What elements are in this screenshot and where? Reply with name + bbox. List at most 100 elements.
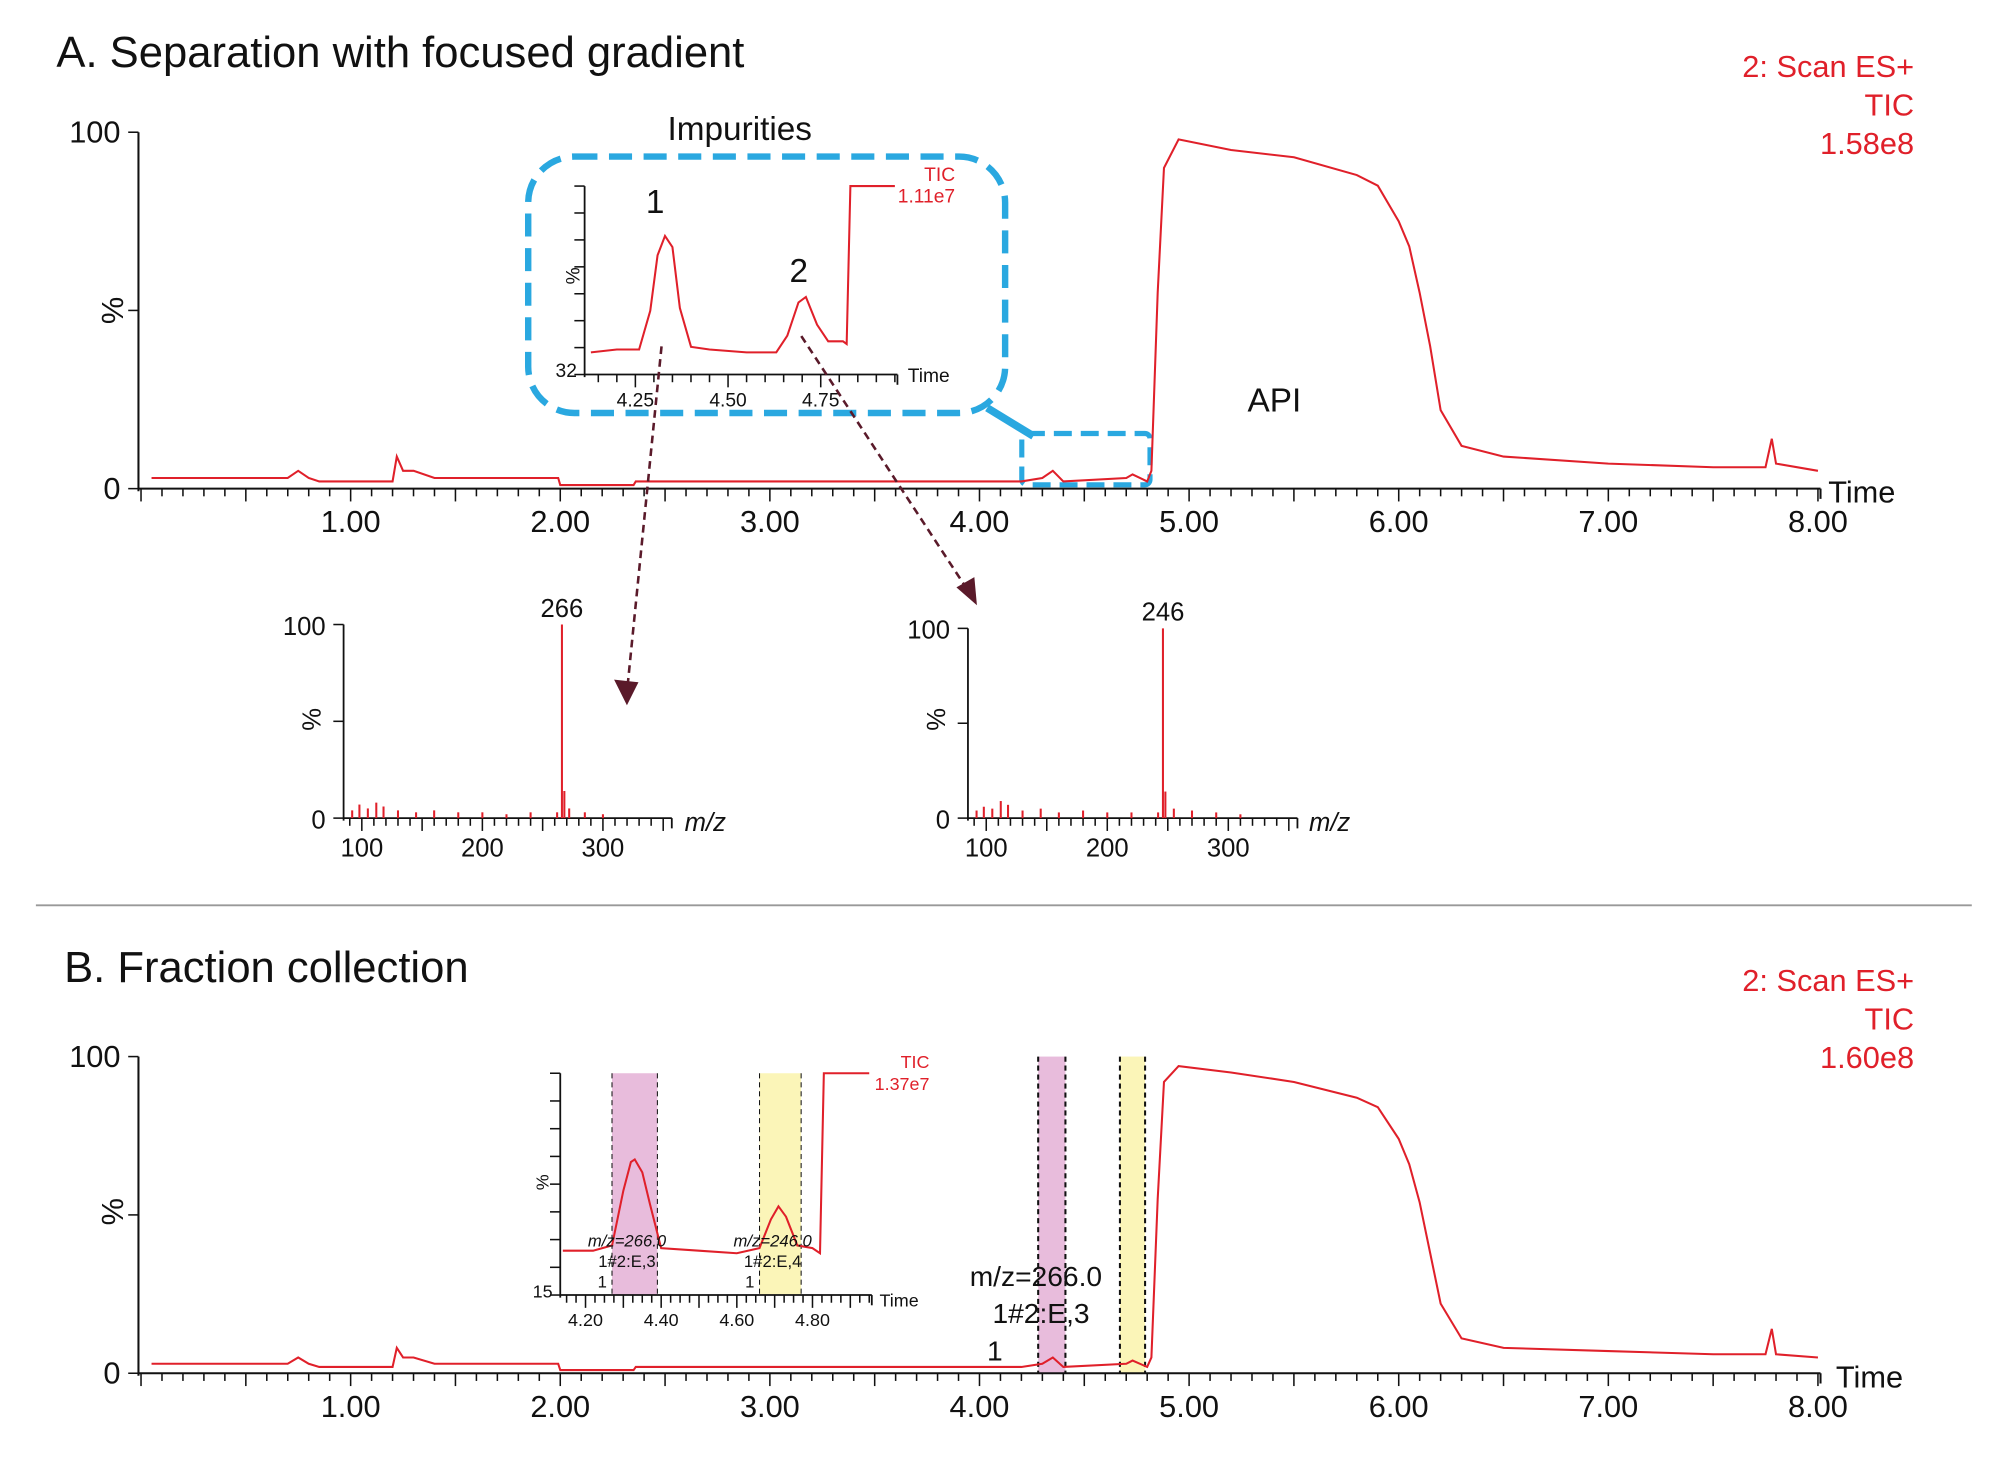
- x-tick-label: 5.00: [1159, 504, 1219, 539]
- x-tick-label: 7.00: [1578, 1389, 1638, 1424]
- y-tick-label: 100: [69, 114, 120, 149]
- a_spectrum_2-plot: 100 200 300 0 100 m/z% 246: [907, 599, 1350, 863]
- y-axis-label: %: [533, 1174, 553, 1190]
- panel-a-title: A. Separation with focused gradient: [56, 29, 744, 77]
- fraction-id-label: 1#2:E,3: [992, 1297, 1089, 1329]
- x-tick-label: 3.00: [740, 504, 800, 539]
- x-axis-label: Time: [879, 1291, 918, 1311]
- fraction-mz-label: m/z=266.0: [970, 1260, 1102, 1292]
- inset-legend-scale: 1.37e7: [875, 1074, 930, 1094]
- panel-b-annotation-3: 1.60e8: [1820, 1040, 1914, 1075]
- b_main-trace: [151, 1064, 1819, 1372]
- fraction-mz-text: m/z=266.0: [970, 1260, 1102, 1292]
- impurities-region-box: [1019, 430, 1153, 488]
- x-tick-label: 4.60: [719, 1310, 754, 1330]
- arrow-impurity-1: [625, 346, 663, 693]
- x-axis-label: Time: [1836, 1359, 1903, 1394]
- y-tick-label: 0: [103, 1356, 120, 1391]
- x-tick-label: 6.00: [1369, 504, 1429, 539]
- fraction-label: m/z=266.0: [588, 1231, 667, 1250]
- x-tick-label: 4.80: [795, 1310, 830, 1330]
- panel-a-annotation-2: TIC: [1865, 88, 1915, 123]
- x-tick-label: 300: [1207, 835, 1250, 863]
- x-tick-label: 200: [1086, 835, 1129, 863]
- panel-a-annotation-1: 2: Scan ES+: [1742, 49, 1914, 84]
- fraction-label: 1#2:E,4: [744, 1252, 801, 1271]
- y-tick-label: 100: [907, 617, 950, 645]
- x-tick-label: 1.00: [321, 1389, 381, 1424]
- x-axis-label: m/z: [685, 809, 726, 837]
- fraction-label: 1: [598, 1272, 607, 1291]
- y-tick-label: 0: [936, 806, 950, 834]
- panel-b-annotation-2: TIC: [1865, 1002, 1915, 1037]
- x-tick-label: 3.00: [740, 1389, 800, 1424]
- fraction-number-label: 1: [987, 1334, 1003, 1366]
- y-axis-label: %: [923, 708, 951, 731]
- x-tick-label: 5.00: [1159, 1389, 1219, 1424]
- x-tick-label: 2.00: [530, 504, 590, 539]
- fraction-label: 1: [745, 1272, 754, 1291]
- a_spectrum_1-plot: 100 200 300 0 100 m/z% 266: [283, 595, 726, 863]
- impurities-highlight-box: [525, 153, 1009, 417]
- a_main-trace: [151, 138, 1819, 487]
- y-tick-label: 15: [533, 1282, 553, 1302]
- a_inset-trace: [590, 185, 895, 354]
- x-axis-label: m/z: [1309, 809, 1350, 837]
- fraction-band-1: [1038, 1056, 1066, 1374]
- y-tick-label: 0: [311, 806, 325, 834]
- panel-b-title: B. Fraction collection: [64, 944, 468, 992]
- b_main-plot: 1.00 2.00 3.00 4.00 5.00 6.00 7.00 8.00 0 100 Time…: [69, 1039, 1903, 1424]
- highlight-connector: [985, 404, 1036, 440]
- x-axis-label: Time: [908, 366, 950, 387]
- y-axis-label: %: [95, 297, 130, 324]
- peak-label-2: 2: [789, 253, 808, 290]
- panel-b-annotation-1: 2: Scan ES+: [1742, 963, 1914, 998]
- arrowhead-impurity-2: [956, 577, 977, 606]
- x-tick-label: 4.00: [950, 504, 1010, 539]
- x-tick-label: 6.00: [1369, 1389, 1429, 1424]
- y-tick-label: 100: [69, 1039, 120, 1074]
- fraction-band-2: [759, 1073, 802, 1296]
- y-tick-label: 32: [556, 361, 577, 382]
- base-peak-label: 246: [1142, 599, 1185, 627]
- y-tick-label: 0: [103, 471, 120, 506]
- x-tick-label: 4.25: [617, 391, 654, 412]
- x-tick-label: 200: [461, 835, 504, 863]
- x-tick-label: 4.50: [709, 391, 746, 412]
- fraction-label: m/z=246.0: [734, 1231, 813, 1250]
- x-tick-label: 100: [340, 835, 383, 863]
- y-axis-label: %: [299, 708, 327, 731]
- x-tick-label: 4.75: [802, 391, 839, 412]
- x-axis-label: Time: [1828, 475, 1895, 510]
- fraction-band-1: [611, 1073, 658, 1296]
- impurities-label: Impurities: [668, 111, 812, 148]
- peak-label-1: 1: [646, 184, 665, 221]
- x-tick-label: 4.00: [950, 1389, 1010, 1424]
- y-axis-label: %: [563, 267, 584, 284]
- y-axis-label: %: [95, 1198, 130, 1225]
- x-tick-label: 4.40: [644, 1310, 679, 1330]
- fraction-band-2: [1119, 1056, 1146, 1374]
- inset-legend-tic: TIC: [924, 165, 955, 186]
- arrowhead-impurity-1: [614, 679, 639, 706]
- x-tick-label: 7.00: [1578, 504, 1638, 539]
- x-tick-label: 2.00: [530, 1389, 590, 1424]
- x-tick-label: 1.00: [321, 504, 381, 539]
- y-tick-label: 100: [283, 613, 326, 641]
- a_main-plot: 1.00 2.00 3.00 4.00 5.00 6.00 7.00 8.00 0 100 Time…: [69, 114, 1895, 539]
- api-label: API: [1247, 383, 1301, 420]
- x-tick-label: 100: [965, 835, 1008, 863]
- x-tick-label: 4.20: [568, 1310, 603, 1330]
- inset-legend-tic: TIC: [901, 1052, 930, 1072]
- x-tick-label: 300: [582, 835, 625, 863]
- inset-legend-scale: 1.11e7: [898, 187, 955, 208]
- base-peak-label: 266: [541, 595, 584, 623]
- x-tick-label: 8.00: [1788, 504, 1848, 539]
- b_inset-trace: [562, 1072, 870, 1256]
- x-tick-label: 8.00: [1788, 1389, 1848, 1424]
- fraction-label: 1#2:E,3: [598, 1252, 655, 1271]
- panel-a-annotation-3: 1.58e8: [1820, 126, 1914, 161]
